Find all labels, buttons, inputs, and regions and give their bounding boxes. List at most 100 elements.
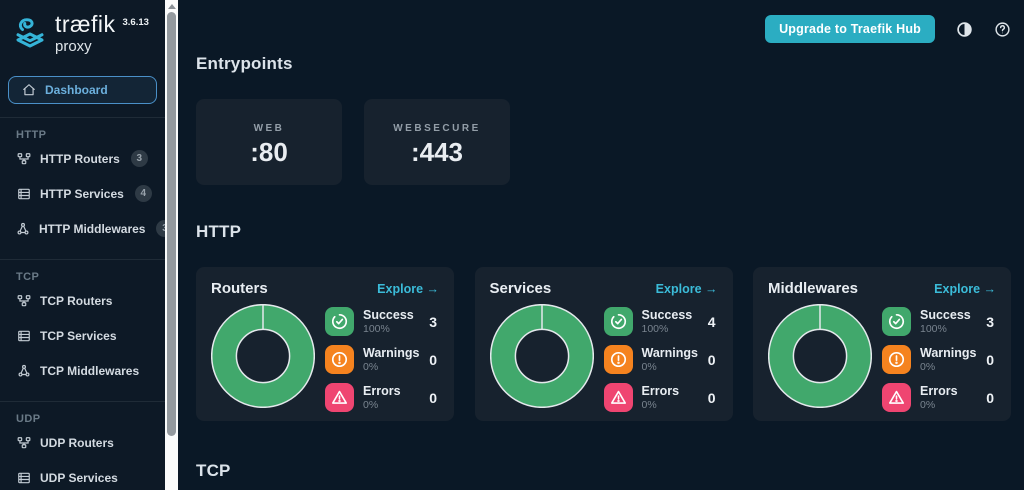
theme-toggle-button[interactable] xyxy=(956,21,973,38)
divider xyxy=(0,117,165,118)
success-check-icon xyxy=(603,307,633,336)
router-icon xyxy=(16,294,31,308)
entrypoint-name: WEB xyxy=(253,123,285,134)
stats-column: Success 100% 4 Warnings 0 xyxy=(603,307,718,412)
card-header: Services Explore → xyxy=(490,280,718,297)
card-title: Routers xyxy=(211,280,268,297)
errors-stat-row: Errors 0% 0 xyxy=(325,383,439,412)
stat-value: 0 xyxy=(707,351,716,368)
entrypoints-row: WEB :80 WEBSECURE :443 xyxy=(196,99,1011,185)
sidebar-item-label: HTTP Routers xyxy=(40,151,120,166)
sidebar-item-label: Dashboard xyxy=(45,83,108,97)
success-donut-chart xyxy=(210,303,316,413)
stat-texts: Success 100% xyxy=(642,309,693,334)
success-check-icon xyxy=(325,307,354,336)
entrypoint-address: :443 xyxy=(410,137,464,167)
logo-subtitle: proxy xyxy=(55,38,92,55)
stat-texts: Warnings 0% xyxy=(363,347,419,372)
explore-link[interactable]: Explore → xyxy=(655,281,718,296)
sidebar-scrollbar[interactable] xyxy=(165,0,178,490)
middlewares-icon xyxy=(16,222,30,236)
stat-value: 0 xyxy=(986,389,994,406)
warnings-stat-row: Warnings 0% 0 xyxy=(325,345,439,374)
stat-label: Errors xyxy=(920,384,958,398)
http-middlewares-card: Middlewares Explore → xyxy=(753,267,1011,421)
http-heading: HTTP xyxy=(196,222,242,241)
errors-stat-row: Errors 0% 0 xyxy=(882,383,996,412)
stat-texts: Warnings 0% xyxy=(642,347,698,372)
logo: træfik proxy 3.6.13 xyxy=(0,0,165,57)
sidebar-item-udp-routers[interactable]: UDP Routers xyxy=(0,425,165,460)
scrollbar-thumb[interactable] xyxy=(167,12,176,436)
card-header: Middlewares Explore → xyxy=(768,280,996,297)
entrypoint-card-web[interactable]: WEB :80 xyxy=(196,99,342,185)
topbar: Upgrade to Traefik Hub xyxy=(196,0,1011,43)
stat-label: Success xyxy=(363,308,414,322)
card-header: Routers Explore → xyxy=(211,280,439,297)
card-body: Success 100% 3 Warnings 0 xyxy=(210,303,439,413)
explore-link[interactable]: Explore → xyxy=(934,281,996,296)
sidebar-item-udp-services[interactable]: UDP Services xyxy=(0,460,165,490)
stat-percent: 0% xyxy=(363,360,379,373)
contrast-icon xyxy=(957,21,972,37)
scrollbar-up-arrow-icon[interactable] xyxy=(167,4,176,9)
error-triangle-icon xyxy=(603,383,633,412)
warning-circle-icon xyxy=(603,345,633,374)
stats-column: Success 100% 3 Warnings 0 xyxy=(882,307,996,412)
stat-label: Warnings xyxy=(641,346,698,360)
router-icon xyxy=(16,152,31,166)
sidebar-item-label: TCP Routers xyxy=(40,293,113,308)
http-routers-card: Routers Explore → xyxy=(196,267,454,421)
sidebar-item-label: HTTP Services xyxy=(40,186,124,201)
sidebar: træfik proxy 3.6.13 Dashboard HTTP HTTP … xyxy=(0,0,174,490)
card-title: Middlewares xyxy=(768,280,859,297)
entrypoint-card-websecure[interactable]: WEBSECURE :443 xyxy=(364,99,510,185)
services-icon xyxy=(16,471,31,485)
entrypoints-heading: Entrypoints xyxy=(196,54,293,73)
sidebar-item-tcp-routers[interactable]: TCP Routers xyxy=(0,283,165,318)
success-stat-row: Success 100% 3 xyxy=(882,307,996,336)
router-icon xyxy=(16,436,31,450)
stat-value: 3 xyxy=(429,313,437,330)
explore-link[interactable]: Explore → xyxy=(377,281,439,296)
sidebar-item-label: UDP Routers xyxy=(40,435,114,450)
stat-value: 0 xyxy=(707,389,716,406)
card-body: Success 100% 4 Warnings 0 xyxy=(489,303,718,413)
http-cards-row: Routers Explore → xyxy=(196,267,1011,421)
stat-label: Errors xyxy=(641,384,680,398)
stat-label: Success xyxy=(920,308,971,322)
entrypoint-address: :80 xyxy=(250,137,288,167)
error-triangle-icon xyxy=(325,383,354,412)
sidebar-item-dashboard[interactable]: Dashboard xyxy=(8,76,157,104)
success-check-icon xyxy=(882,307,911,336)
warnings-stat-row: Warnings 0% 0 xyxy=(603,345,718,374)
version-label: 3.6.13 xyxy=(122,17,149,28)
stats-column: Success 100% 3 Warnings 0 xyxy=(325,307,439,412)
sidebar-section-udp: UDP xyxy=(16,413,41,425)
services-icon xyxy=(16,187,31,201)
stat-value: 0 xyxy=(986,351,994,368)
sidebar-item-tcp-services[interactable]: TCP Services xyxy=(0,318,165,353)
help-button[interactable] xyxy=(994,21,1011,38)
sidebar-item-tcp-middlewares[interactable]: TCP Middlewares xyxy=(0,353,165,388)
stat-texts: Warnings 0% xyxy=(920,347,976,372)
upgrade-to-traefik-hub-button[interactable]: Upgrade to Traefik Hub xyxy=(765,15,935,43)
sidebar-item-http-services[interactable]: HTTP Services 4 xyxy=(0,176,165,211)
stat-texts: Errors 0% xyxy=(920,385,958,410)
count-badge: 4 xyxy=(134,185,152,202)
stat-label: Errors xyxy=(363,384,401,398)
stat-texts: Success 100% xyxy=(920,309,971,334)
divider xyxy=(0,401,165,402)
services-icon xyxy=(16,329,31,343)
traefik-logo-icon xyxy=(12,16,48,57)
stat-texts: Errors 0% xyxy=(642,385,680,410)
sidebar-item-http-routers[interactable]: HTTP Routers 3 xyxy=(0,141,165,176)
card-body: Success 100% 3 Warnings 0 xyxy=(767,303,996,413)
middlewares-icon xyxy=(16,364,31,378)
logo-title: træfik xyxy=(55,11,116,37)
sidebar-item-http-middlewares[interactable]: HTTP Middlewares 3 xyxy=(0,211,174,246)
stat-percent: 100% xyxy=(641,322,669,335)
stat-texts: Errors 0% xyxy=(363,385,401,410)
stat-percent: 0% xyxy=(641,398,657,411)
sidebar-item-label: TCP Middlewares xyxy=(40,363,140,378)
